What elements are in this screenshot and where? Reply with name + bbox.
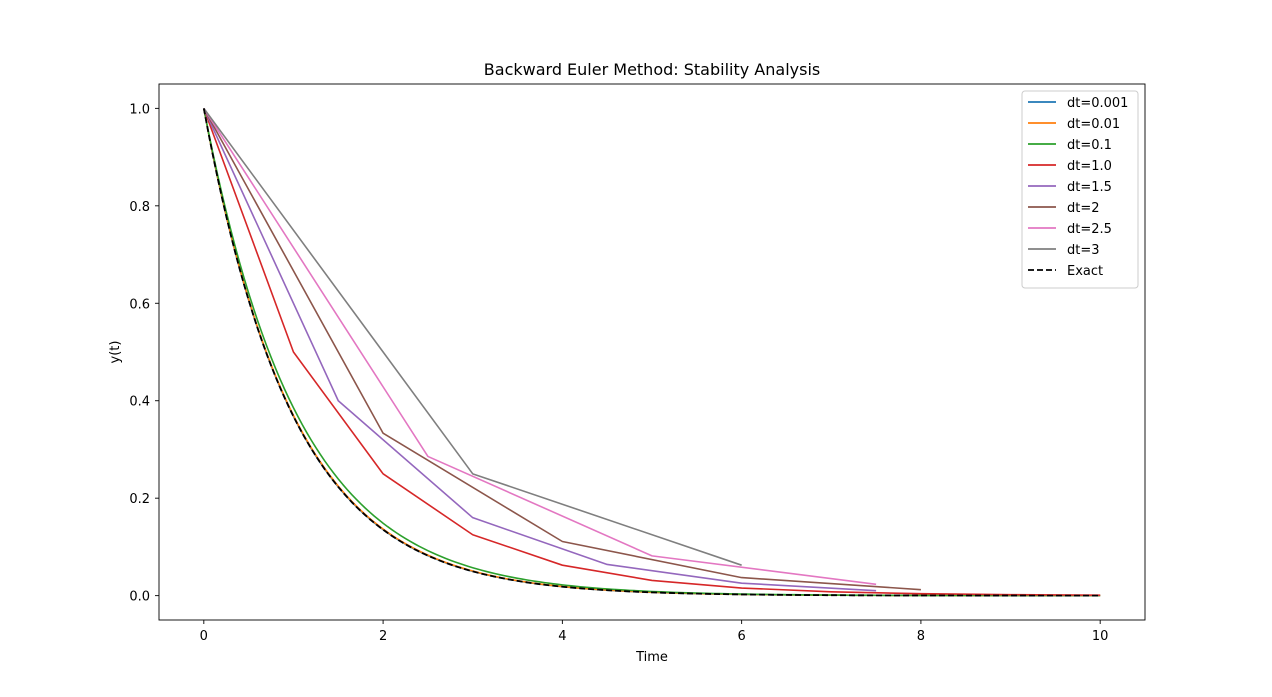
y-tick-label: 0.8 xyxy=(129,200,150,215)
plot-area: 0 2 4 6 8 10 0.0 0.2 0.4 0.6 0.8 1.0 xyxy=(129,83,1146,644)
legend-label: dt=0.1 xyxy=(1067,138,1112,153)
legend-box xyxy=(1021,90,1139,289)
y-tick-label: 0.2 xyxy=(129,492,150,507)
legend-label: dt=0.001 xyxy=(1067,96,1128,111)
series-line-dt-3 xyxy=(203,107,742,566)
x-tick-label: 4 xyxy=(558,629,566,644)
legend-label: dt=1.0 xyxy=(1067,159,1112,174)
legend-label: Exact xyxy=(1067,264,1103,279)
chart-title: Backward Euler Method: Stability Analysi… xyxy=(484,60,820,79)
x-tick-label: 6 xyxy=(737,629,745,644)
y-tick-label: 0.6 xyxy=(129,297,150,312)
y-tick-label: 1.0 xyxy=(129,102,150,117)
series-line-exact xyxy=(202,108,1101,597)
x-tick-label: 8 xyxy=(917,629,925,644)
legend-label: dt=2 xyxy=(1067,201,1100,216)
legend-label: dt=1.5 xyxy=(1067,180,1112,195)
legend-label: dt=3 xyxy=(1067,243,1100,258)
series-line-dt-1-0 xyxy=(203,108,1101,596)
x-axis-label: Time xyxy=(635,650,668,665)
y-tick-label: 0.4 xyxy=(129,395,150,410)
x-tick-label: 10 xyxy=(1092,629,1109,644)
series-line-dt-1-5 xyxy=(203,108,877,592)
y-axis-label: y(t) xyxy=(108,341,123,364)
axes-frame xyxy=(158,83,1146,621)
x-tick-label: 0 xyxy=(200,629,208,644)
x-tick-label: 2 xyxy=(379,629,387,644)
legend-label: dt=2.5 xyxy=(1067,222,1112,237)
legend-label: dt=0.01 xyxy=(1067,117,1120,132)
legend: dt=0.001 dt=0.01 dt=0.1 dt=1.0 dt=1.5 dt=2 dt=… xyxy=(1021,90,1139,289)
y-tick-label: 0.0 xyxy=(129,590,150,605)
series-line-dt-2-5 xyxy=(203,107,877,586)
series-line-dt-2 xyxy=(203,107,921,591)
